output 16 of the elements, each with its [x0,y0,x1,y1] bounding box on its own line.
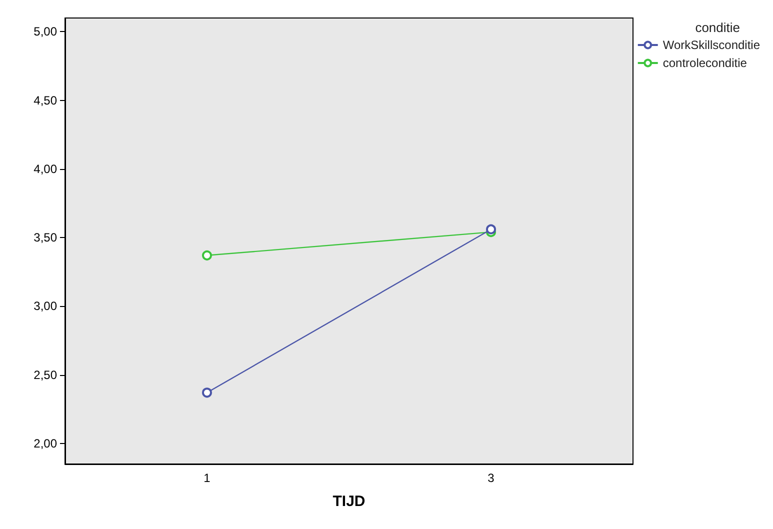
y-tick-label: 5,00 [34,24,58,39]
point [202,250,212,260]
legend-label: controleconditie [662,56,748,70]
x-tick-label: 3 [488,471,495,485]
y-tick-label: 2,00 [34,436,58,450]
point [202,388,212,398]
y-tick-label: 4,00 [34,162,58,176]
y-tick-label: 2,50 [34,368,58,382]
y-tick-label: 4,50 [34,93,58,108]
legend-title: conditie [695,20,740,35]
legend-label: WorkSkillsconditie [662,38,760,52]
x-axis-title: TIJD [332,493,366,510]
y-tick-label: 3,50 [34,230,58,245]
x-tick-label: 1 [204,471,211,485]
y-tick-label: 3,00 [34,299,58,314]
point [486,224,496,234]
